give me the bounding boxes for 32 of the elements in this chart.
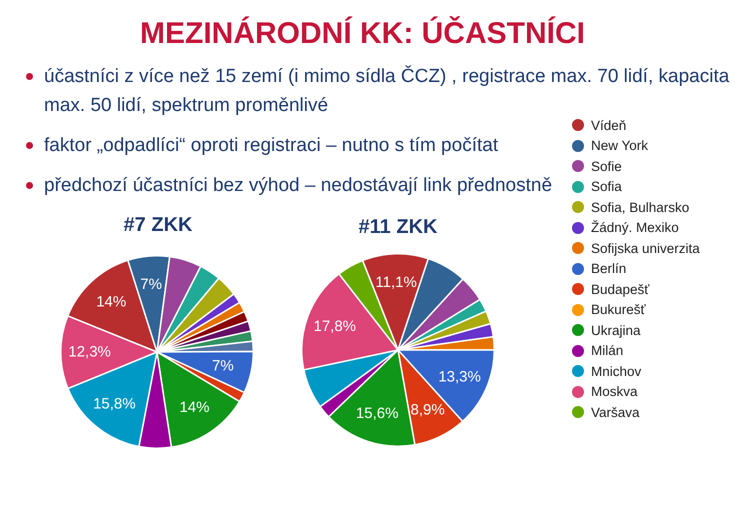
chart-title: #7 ZKK bbox=[122, 213, 194, 237]
text: předchozí účastníci bez výhod – nedostávají link přednostně bbox=[44, 174, 554, 198]
text: účastníci z více než 15 zemí (i mimo sídla ČCZ) , registrace max. 70 lidí, kapacita max. 50 lidí, spektrum proměnlivé bbox=[44, 66, 730, 116]
legend-label: Ukrajina bbox=[591, 322, 641, 338]
data-label: 14% bbox=[179, 399, 210, 416]
legend-label: Berlín bbox=[591, 261, 626, 276]
data-label: 12,3% bbox=[68, 343, 111, 360]
data-label: 15,6% bbox=[356, 405, 398, 422]
data-label: 7% bbox=[212, 357, 234, 374]
data-label: 13,3% bbox=[438, 368, 481, 386]
data-label: 11,1% bbox=[375, 274, 417, 291]
data-label: 15,8% bbox=[93, 395, 136, 412]
legend-label: Milán bbox=[591, 343, 624, 358]
legend-label: Sofijska univerzita bbox=[591, 240, 700, 256]
text: #11 ZKK bbox=[358, 215, 438, 239]
legend-label: Budapešť bbox=[591, 282, 650, 297]
legend-label: Sofie bbox=[591, 158, 622, 174]
legend-label: Bukurešť bbox=[591, 302, 646, 318]
legend-label: Sofia bbox=[591, 179, 622, 194]
legend-label: Žádný. Mexiko bbox=[591, 220, 679, 236]
legend-label: Moskva bbox=[591, 384, 638, 400]
data-label: 14% bbox=[96, 294, 126, 311]
legend-label: Sofia, Bulharsko bbox=[591, 200, 690, 215]
text: MEZINÁRODNÍ KK: ÚČASTNÍCI bbox=[139, 16, 586, 52]
text: faktor „odpadlíci“ oproti registraci – nutno s tím počítat bbox=[44, 134, 500, 158]
legend-label: Vídeň bbox=[591, 118, 626, 133]
legend-label: Mnichov bbox=[591, 364, 642, 379]
data-label: 7% bbox=[140, 276, 162, 294]
legend-label: Varšava bbox=[591, 404, 640, 420]
data-label: 17,8% bbox=[313, 318, 356, 335]
legend-label: New York bbox=[591, 138, 648, 154]
data-label: 8,9% bbox=[410, 402, 445, 419]
